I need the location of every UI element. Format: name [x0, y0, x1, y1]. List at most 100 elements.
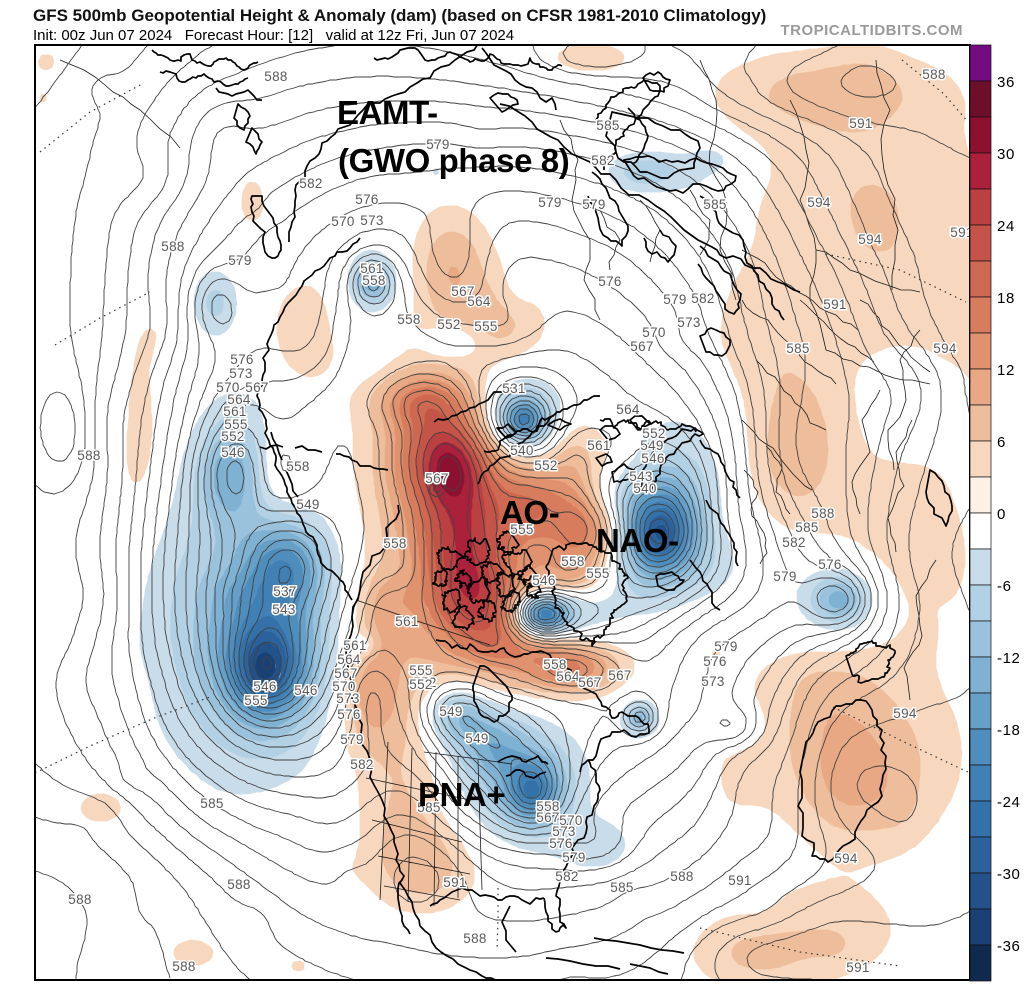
- svg-text:555: 555: [510, 522, 533, 537]
- svg-text:570: 570: [216, 380, 239, 395]
- svg-text:579: 579: [582, 197, 605, 212]
- svg-text:576: 576: [355, 192, 378, 207]
- svg-text:552: 552: [642, 426, 665, 441]
- svg-text:579: 579: [582, 197, 605, 212]
- svg-text:582: 582: [691, 291, 714, 306]
- svg-text:561: 561: [395, 614, 418, 629]
- svg-text:588: 588: [811, 506, 834, 521]
- svg-text:540: 540: [633, 481, 656, 496]
- svg-text:549: 549: [296, 497, 319, 512]
- svg-text:576: 576: [703, 654, 726, 669]
- svg-text:588: 588: [463, 931, 486, 946]
- svg-text:12: 12: [997, 362, 1015, 379]
- svg-text:-6: -6: [997, 578, 1012, 595]
- svg-text:585: 585: [786, 341, 809, 356]
- svg-text:570: 570: [332, 679, 355, 694]
- svg-text:561: 561: [395, 614, 418, 629]
- svg-text:588: 588: [161, 239, 184, 254]
- svg-text:567: 567: [536, 810, 559, 825]
- svg-text:549: 549: [640, 438, 663, 453]
- svg-text:588: 588: [264, 69, 287, 84]
- svg-text:588: 588: [670, 869, 693, 884]
- svg-text:NAO-: NAO-: [596, 522, 679, 559]
- svg-text:555: 555: [586, 566, 609, 581]
- svg-text:585: 585: [200, 796, 223, 811]
- svg-text:579: 579: [228, 253, 251, 268]
- svg-text:555: 555: [224, 417, 247, 432]
- svg-text:546: 546: [294, 683, 317, 698]
- svg-text:570: 570: [331, 214, 354, 229]
- svg-text:558: 558: [362, 273, 385, 288]
- svg-text:552: 552: [409, 677, 432, 692]
- svg-text:579: 579: [663, 292, 686, 307]
- svg-text:549: 549: [296, 497, 319, 512]
- svg-text:552: 552: [437, 317, 460, 332]
- svg-text:585: 585: [596, 118, 619, 133]
- svg-text:546: 546: [532, 573, 555, 588]
- svg-text:555: 555: [224, 417, 247, 432]
- svg-text:594: 594: [807, 195, 831, 210]
- svg-text:549: 549: [439, 704, 462, 719]
- svg-text:588: 588: [172, 959, 195, 974]
- svg-text:546: 546: [532, 573, 555, 588]
- svg-text:588: 588: [68, 892, 91, 907]
- svg-text:591: 591: [728, 873, 751, 888]
- svg-text:585: 585: [200, 796, 223, 811]
- svg-text:546: 546: [253, 679, 276, 694]
- svg-text:576: 576: [230, 352, 253, 367]
- svg-text:588: 588: [77, 448, 100, 463]
- svg-text:576: 576: [598, 274, 621, 289]
- svg-text:570: 570: [332, 679, 355, 694]
- svg-text:594: 594: [893, 706, 917, 721]
- svg-text:582: 582: [591, 153, 614, 168]
- svg-text:576: 576: [230, 352, 253, 367]
- svg-text:567: 567: [245, 380, 268, 395]
- svg-text:582: 582: [555, 869, 578, 884]
- svg-text:0: 0: [997, 506, 1006, 523]
- svg-text:540: 540: [633, 481, 656, 496]
- svg-text:591: 591: [950, 225, 973, 240]
- svg-text:561: 561: [223, 404, 246, 419]
- svg-text:567: 567: [334, 666, 357, 681]
- svg-text:573: 573: [336, 691, 359, 706]
- svg-text:567: 567: [451, 284, 474, 299]
- svg-text:552: 552: [413, 675, 436, 690]
- svg-text:579: 579: [538, 195, 561, 210]
- svg-text:579: 579: [714, 639, 737, 654]
- svg-text:-12: -12: [997, 650, 1020, 667]
- svg-text:564: 564: [556, 669, 580, 684]
- svg-text:585: 585: [610, 880, 633, 895]
- svg-text:594: 594: [933, 341, 957, 356]
- svg-text:555: 555: [586, 566, 609, 581]
- svg-text:18: 18: [997, 290, 1015, 307]
- svg-text:564: 564: [227, 392, 251, 407]
- svg-text:-36: -36: [997, 938, 1020, 955]
- svg-text:579: 579: [228, 253, 251, 268]
- svg-text:588: 588: [161, 239, 184, 254]
- svg-text:579: 579: [340, 732, 363, 747]
- svg-text:576: 576: [703, 654, 726, 669]
- svg-text:582: 582: [782, 535, 805, 550]
- svg-text:591: 591: [846, 960, 869, 975]
- svg-text:558: 558: [543, 657, 566, 672]
- svg-text:573: 573: [677, 315, 700, 330]
- svg-text:591: 591: [846, 960, 869, 975]
- svg-text:579: 579: [426, 137, 449, 152]
- svg-text:564: 564: [616, 402, 640, 417]
- svg-text:573: 573: [360, 213, 383, 228]
- svg-text:-18: -18: [997, 722, 1020, 739]
- svg-text:549: 549: [465, 731, 488, 746]
- svg-text:582: 582: [591, 153, 614, 168]
- svg-text:555: 555: [474, 319, 497, 334]
- svg-text:573: 573: [336, 691, 359, 706]
- svg-text:591: 591: [728, 873, 751, 888]
- svg-text:576: 576: [818, 557, 841, 572]
- svg-text:573: 573: [701, 674, 724, 689]
- svg-text:555: 555: [409, 663, 432, 678]
- svg-text:552: 552: [534, 458, 557, 473]
- svg-text:579: 579: [663, 292, 686, 307]
- svg-text:AO-: AO-: [500, 494, 559, 531]
- svg-text:567: 567: [630, 339, 653, 354]
- svg-text:561: 561: [343, 638, 366, 653]
- svg-text:(GWO phase 8): (GWO phase 8): [338, 142, 569, 179]
